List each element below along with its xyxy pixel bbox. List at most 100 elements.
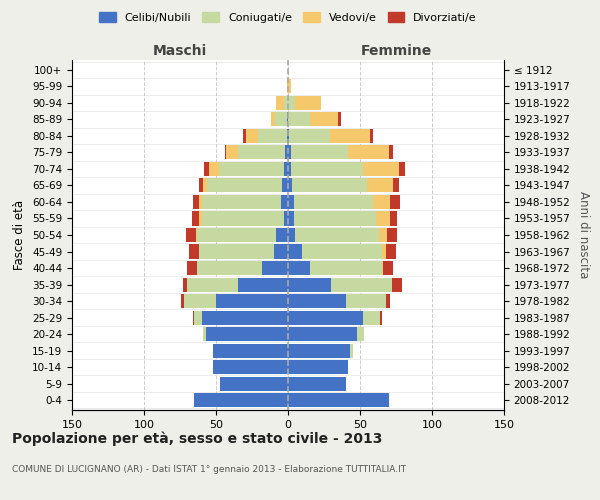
- Bar: [196, 228, 197, 242]
- Bar: [392, 278, 402, 291]
- Bar: [288, 212, 294, 226]
- Bar: [295, 96, 321, 110]
- Bar: [277, 96, 284, 110]
- Bar: [382, 261, 383, 275]
- Bar: [197, 261, 262, 275]
- Bar: [284, 162, 288, 176]
- Bar: [288, 294, 346, 308]
- Bar: [288, 310, 363, 324]
- Bar: [191, 212, 199, 226]
- Bar: [202, 195, 281, 209]
- Bar: [205, 162, 209, 176]
- Bar: [284, 96, 288, 110]
- Bar: [238, 146, 285, 160]
- Bar: [181, 294, 184, 308]
- Bar: [288, 112, 310, 126]
- Bar: [287, 112, 288, 126]
- Bar: [294, 212, 376, 226]
- Bar: [288, 80, 291, 94]
- Bar: [310, 261, 382, 275]
- Bar: [285, 146, 288, 160]
- Bar: [379, 228, 388, 242]
- Bar: [197, 228, 277, 242]
- Bar: [184, 294, 216, 308]
- Bar: [288, 376, 346, 390]
- Bar: [310, 112, 338, 126]
- Bar: [399, 162, 404, 176]
- Bar: [203, 327, 206, 341]
- Text: Popolazione per età, sesso e stato civile - 2013: Popolazione per età, sesso e stato civil…: [12, 431, 382, 446]
- Bar: [373, 195, 390, 209]
- Bar: [202, 310, 288, 324]
- Bar: [288, 129, 289, 143]
- Bar: [288, 360, 349, 374]
- Bar: [194, 310, 202, 324]
- Bar: [203, 178, 208, 192]
- Bar: [244, 129, 246, 143]
- Bar: [284, 212, 288, 226]
- Bar: [363, 310, 380, 324]
- Bar: [277, 228, 288, 242]
- Bar: [288, 178, 292, 192]
- Bar: [288, 96, 295, 110]
- Bar: [199, 244, 274, 258]
- Bar: [346, 294, 386, 308]
- Bar: [220, 376, 288, 390]
- Bar: [287, 129, 288, 143]
- Bar: [287, 80, 288, 94]
- Bar: [199, 195, 202, 209]
- Text: COMUNE DI LUCIGNANO (AR) - Dati ISTAT 1° gennaio 2013 - Elaborazione TUTTITALIA.: COMUNE DI LUCIGNANO (AR) - Dati ISTAT 1°…: [12, 466, 406, 474]
- Bar: [288, 162, 291, 176]
- Bar: [376, 212, 390, 226]
- Text: Femmine: Femmine: [361, 44, 431, 59]
- Bar: [281, 195, 288, 209]
- Y-axis label: Anni di nascita: Anni di nascita: [577, 192, 590, 278]
- Bar: [213, 360, 288, 374]
- Bar: [226, 146, 238, 160]
- Bar: [219, 162, 284, 176]
- Bar: [288, 228, 295, 242]
- Bar: [302, 244, 382, 258]
- Bar: [383, 261, 393, 275]
- Bar: [216, 294, 288, 308]
- Bar: [292, 178, 367, 192]
- Bar: [382, 244, 386, 258]
- Bar: [206, 327, 288, 341]
- Bar: [386, 244, 396, 258]
- Y-axis label: Fasce di età: Fasce di età: [13, 200, 26, 270]
- Bar: [350, 344, 353, 357]
- Bar: [331, 278, 392, 291]
- Bar: [338, 112, 341, 126]
- Bar: [275, 112, 287, 126]
- Bar: [363, 162, 399, 176]
- Bar: [238, 278, 288, 291]
- Bar: [295, 228, 379, 242]
- Bar: [199, 212, 202, 226]
- Bar: [282, 178, 288, 192]
- Bar: [370, 129, 373, 143]
- Bar: [291, 146, 349, 160]
- Bar: [224, 146, 226, 160]
- Bar: [288, 278, 331, 291]
- Text: Maschi: Maschi: [153, 44, 207, 59]
- Bar: [388, 228, 397, 242]
- Bar: [393, 178, 399, 192]
- Bar: [349, 146, 389, 160]
- Bar: [288, 393, 389, 407]
- Bar: [367, 178, 393, 192]
- Bar: [288, 344, 350, 357]
- Bar: [390, 195, 400, 209]
- Bar: [288, 327, 357, 341]
- Bar: [246, 129, 258, 143]
- Bar: [193, 195, 199, 209]
- Bar: [294, 195, 373, 209]
- Bar: [271, 112, 275, 126]
- Bar: [209, 162, 219, 176]
- Bar: [390, 212, 397, 226]
- Bar: [187, 261, 197, 275]
- Bar: [288, 195, 294, 209]
- Bar: [386, 294, 390, 308]
- Bar: [289, 129, 330, 143]
- Bar: [194, 393, 288, 407]
- Legend: Celibi/Nubili, Coniugati/e, Vedovi/e, Divorziati/e: Celibi/Nubili, Coniugati/e, Vedovi/e, Di…: [95, 8, 481, 28]
